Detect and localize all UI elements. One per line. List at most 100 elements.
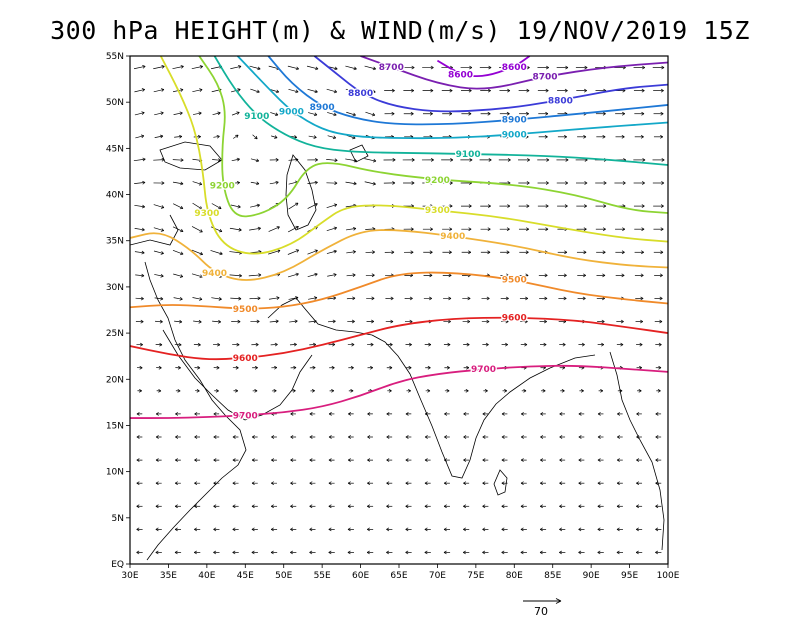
wind-arrow [213,365,220,370]
wind-arrow [422,181,434,185]
wind-arrow [615,111,625,116]
wind-arrow [479,65,492,70]
wind-arrow [383,158,396,162]
wind-arrow [540,481,546,486]
wind-arrow [233,134,239,139]
wind-arrow [307,158,318,162]
contour-label-9600: 9600 [233,354,258,364]
wind-arrow [328,481,335,486]
wind-arrow [540,435,546,439]
wind-arrow [384,111,395,116]
wind-arrow [655,412,662,416]
wind-arrow [155,481,162,486]
contour-label-8600: 8600 [448,70,473,80]
wind-arrow [499,111,510,116]
lat-tick-label: 20N [106,375,124,385]
wind-arrow [557,134,567,139]
wind-arrow [441,204,453,208]
wind-arrow [463,527,470,532]
wind-arrow [347,319,355,324]
wind-arrow [482,342,489,347]
wind-arrow [597,504,604,509]
wind-arrow [269,158,279,162]
wind-arrow [480,111,491,116]
wind-arrow [442,273,452,278]
wind-arrow [402,158,415,162]
wind-arrow [288,296,299,300]
wind-arrow [153,181,165,185]
wind-arrow [518,181,530,185]
lat-tick-label: 25N [106,329,124,339]
wind-arrow [134,180,146,185]
wind-arrow [154,273,164,278]
wind-arrow [502,388,508,393]
wind-arrow [309,412,316,416]
wind-arrow [557,88,568,93]
wind-arrow [135,273,145,278]
wind-arrow [540,342,547,347]
wind-arrow [287,272,299,278]
wind-arrow [289,319,298,324]
contour-9600 [130,316,668,361]
wind-arrow [538,111,549,116]
wind-arrow [346,273,356,277]
wind-arrow [367,412,373,416]
wind-arrow [213,550,220,555]
wind-arrow [366,550,374,555]
wind-arrow [232,458,239,462]
wind-arrow [444,435,450,439]
plot-frame [129,55,669,565]
wind-arrow [136,504,143,509]
wind-arrow [271,458,277,462]
wind-arrow [386,527,393,532]
wind-arrow [463,504,470,509]
wind-arrow [616,481,623,486]
wind-arrow [326,158,338,163]
wind-arrow [559,481,566,486]
wind-arrow [482,550,489,555]
lat-tick-label: 10N [106,468,124,478]
wind-arrow [213,527,220,532]
wind-arrow [136,412,143,416]
wind-arrow [348,412,354,416]
wind-arrow [386,435,393,439]
wind-arrow [616,550,624,555]
wind-arrow [271,388,277,393]
wind-arrow [348,435,354,439]
wind-arrow [155,527,162,532]
wind-arrow [425,365,431,370]
wind-arrow [501,527,508,532]
wind-arrow [252,365,258,370]
wind-arrow [653,250,664,255]
wind-arrow [405,342,412,347]
wind-arrow [232,481,239,486]
wind-arrow [327,135,337,140]
wind-arrow [365,273,375,278]
wind-arrow [364,88,376,94]
wind-arrow [134,227,145,232]
wind-arrow [520,481,527,486]
wind-arrow [307,272,318,278]
wind-arrow [460,65,473,70]
wind-arrow [443,342,451,347]
wind-arrow [519,250,529,255]
contour-label-9400: 9400 [440,232,465,242]
wind-arrow [213,435,220,439]
wind-arrow [596,134,606,139]
wind-arrow [463,481,470,486]
wind-arrow [597,550,604,555]
wind-arrow [135,296,144,301]
wind-arrow [578,435,585,439]
wind-arrow [175,458,181,462]
wind-arrow [422,65,434,70]
wind-arrow [174,319,183,324]
wind-arrow [210,250,223,256]
wind-arrow [653,204,664,208]
wind-arrow [136,481,143,486]
wind-arrow [231,180,240,185]
wind-arrow [290,412,296,416]
wind-arrow [500,273,510,278]
wind-arrow [518,204,530,208]
wind-arrow [232,527,239,532]
